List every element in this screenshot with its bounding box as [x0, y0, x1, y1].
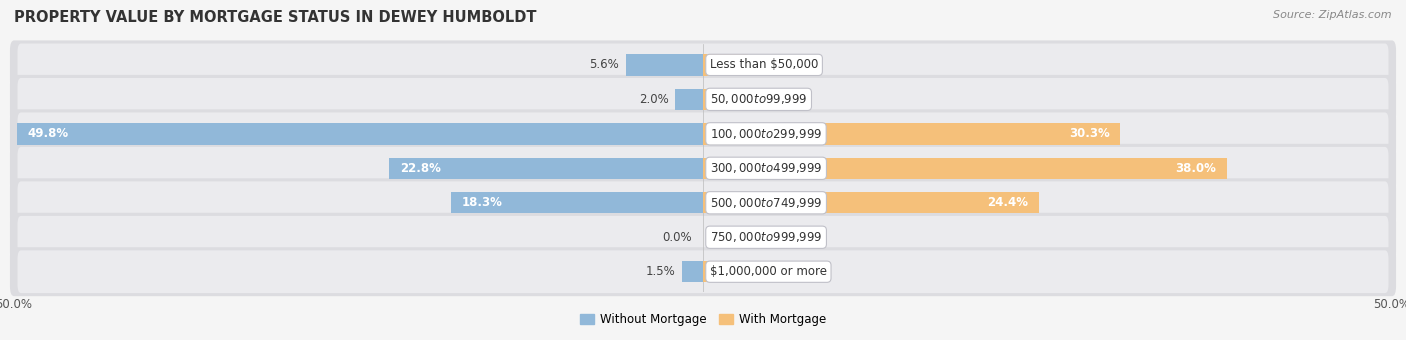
Text: 5.6%: 5.6%	[589, 58, 619, 71]
Text: $300,000 to $499,999: $300,000 to $499,999	[710, 161, 823, 175]
Bar	[703, 261, 737, 283]
Bar	[682, 261, 703, 283]
Text: 22.8%: 22.8%	[399, 162, 440, 175]
FancyBboxPatch shape	[17, 250, 1389, 293]
Text: PROPERTY VALUE BY MORTGAGE STATUS IN DEWEY HUMBOLDT: PROPERTY VALUE BY MORTGAGE STATUS IN DEW…	[14, 10, 537, 25]
Text: Less than $50,000: Less than $50,000	[710, 58, 818, 71]
FancyBboxPatch shape	[10, 75, 1396, 124]
FancyBboxPatch shape	[17, 113, 1389, 155]
FancyBboxPatch shape	[17, 78, 1389, 121]
Text: 2.0%: 2.0%	[638, 93, 669, 106]
Text: 0.0%: 0.0%	[662, 231, 692, 244]
FancyBboxPatch shape	[10, 178, 1396, 227]
Legend: Without Mortgage, With Mortgage: Without Mortgage, With Mortgage	[575, 309, 831, 331]
Text: Source: ZipAtlas.com: Source: ZipAtlas.com	[1274, 10, 1392, 20]
Text: 2.4%: 2.4%	[742, 265, 773, 278]
FancyBboxPatch shape	[17, 182, 1389, 224]
Text: 24.4%: 24.4%	[987, 196, 1028, 209]
Text: 1.5%: 1.5%	[645, 265, 675, 278]
Text: 18.3%: 18.3%	[461, 196, 503, 209]
Bar	[703, 54, 748, 75]
Text: $750,000 to $999,999: $750,000 to $999,999	[710, 230, 823, 244]
FancyBboxPatch shape	[17, 216, 1389, 259]
Text: 3.3%: 3.3%	[755, 58, 785, 71]
Text: 0.0%: 0.0%	[714, 231, 744, 244]
FancyBboxPatch shape	[10, 144, 1396, 193]
Bar	[703, 158, 1226, 179]
FancyBboxPatch shape	[10, 109, 1396, 158]
Text: $50,000 to $99,999: $50,000 to $99,999	[710, 92, 807, 106]
Bar	[703, 89, 724, 110]
Bar	[389, 158, 703, 179]
Text: 38.0%: 38.0%	[1174, 162, 1216, 175]
Text: 30.3%: 30.3%	[1069, 127, 1109, 140]
FancyBboxPatch shape	[10, 40, 1396, 89]
FancyBboxPatch shape	[10, 247, 1396, 296]
FancyBboxPatch shape	[17, 44, 1389, 86]
Text: $500,000 to $749,999: $500,000 to $749,999	[710, 196, 823, 210]
Text: $1,000,000 or more: $1,000,000 or more	[710, 265, 827, 278]
Bar	[703, 123, 1121, 144]
Text: 49.8%: 49.8%	[28, 127, 69, 140]
Bar	[703, 192, 1039, 214]
Bar	[626, 54, 703, 75]
Bar	[451, 192, 703, 214]
Bar	[675, 89, 703, 110]
Bar	[17, 123, 703, 144]
FancyBboxPatch shape	[17, 147, 1389, 190]
FancyBboxPatch shape	[10, 213, 1396, 262]
Text: $100,000 to $299,999: $100,000 to $299,999	[710, 127, 823, 141]
Text: 1.5%: 1.5%	[731, 93, 761, 106]
